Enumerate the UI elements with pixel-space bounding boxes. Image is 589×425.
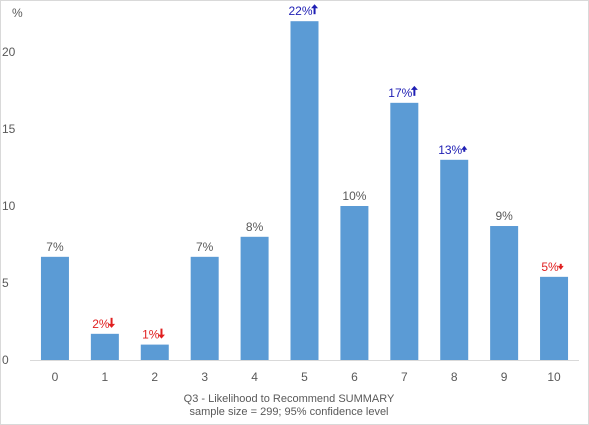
x-tick-label: 5 xyxy=(301,370,308,384)
arrow-up-icon xyxy=(410,85,418,96)
arrow-down-icon xyxy=(108,317,116,328)
bar xyxy=(240,236,269,360)
x-tick-label: 6 xyxy=(351,370,358,384)
data-label: 5% xyxy=(541,260,559,274)
x-tick-label: 3 xyxy=(201,370,208,384)
y-tick-label: 20 xyxy=(2,45,16,59)
x-axis-label: Q3 - Likelihood to Recommend SUMMARY xyxy=(184,393,395,405)
x-tick-label: 9 xyxy=(501,370,508,384)
x-tick-label: 10 xyxy=(547,370,561,384)
x-tick-label: 8 xyxy=(451,370,458,384)
data-label: 7% xyxy=(196,240,214,254)
x-axis: 0 1 2 3 4 5 6 7 8 9 10 xyxy=(30,360,579,384)
bar xyxy=(440,159,469,360)
bar xyxy=(540,276,569,360)
arrow-up-icon xyxy=(461,145,468,152)
bars xyxy=(40,21,569,360)
arrow-up-icon xyxy=(311,4,319,15)
x-tick-label: 1 xyxy=(102,370,109,384)
x-tick-label: 4 xyxy=(251,370,258,384)
y-tick-label: 15 xyxy=(2,122,16,136)
y-tick-label: 10 xyxy=(2,199,16,213)
data-label: 22% xyxy=(288,4,312,18)
bar xyxy=(290,21,319,360)
y-axis: 0 5 10 15 20 xyxy=(2,45,16,367)
bar xyxy=(140,344,169,360)
x-tick-label: 2 xyxy=(151,370,158,384)
bar xyxy=(390,102,419,360)
data-label: 9% xyxy=(495,209,513,223)
data-label: 7% xyxy=(46,240,64,254)
data-label: 17% xyxy=(388,86,412,100)
x-tick-label: 0 xyxy=(52,370,59,384)
arrow-down-icon xyxy=(157,328,165,339)
bar xyxy=(340,206,369,360)
chart-subtitle: sample size = 299; 95% confidence level xyxy=(189,406,388,418)
data-labels: 7% 2% 1% 7% 8% 22% 10% 17% 13% 9% 5% xyxy=(46,4,564,342)
data-label: 2% xyxy=(92,317,110,331)
arrow-down-icon xyxy=(557,263,564,270)
bar xyxy=(190,256,219,360)
x-tick-label: 7 xyxy=(401,370,408,384)
bar xyxy=(490,226,519,360)
data-label: 1% xyxy=(142,328,160,342)
data-label: 10% xyxy=(342,189,366,203)
data-label: 13% xyxy=(438,143,462,157)
bar xyxy=(40,256,69,360)
y-tick-label: 0 xyxy=(2,353,9,367)
data-label: 8% xyxy=(246,220,264,234)
bar xyxy=(90,333,119,360)
y-axis-label: % xyxy=(12,6,23,20)
y-tick-label: 5 xyxy=(2,276,9,290)
